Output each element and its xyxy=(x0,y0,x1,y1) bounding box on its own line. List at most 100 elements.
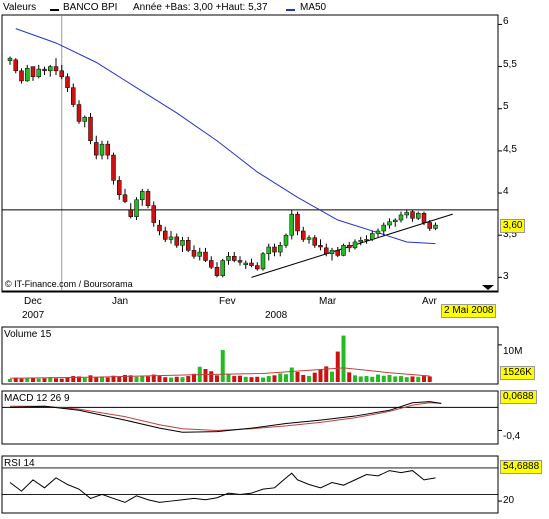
volume-bar xyxy=(399,376,403,382)
candle-body xyxy=(163,230,168,240)
candle-body xyxy=(306,237,312,240)
candle-body xyxy=(352,241,358,249)
volume-bar xyxy=(416,376,421,382)
menu-valeurs[interactable]: Valeurs xyxy=(3,2,37,13)
volume-bar xyxy=(404,377,409,382)
volume-bar xyxy=(295,371,300,382)
candle-body xyxy=(140,191,145,201)
candle-body xyxy=(364,239,369,241)
volume-title: Volume 15 xyxy=(4,329,52,340)
macd-last-badge: 0,0688 xyxy=(500,390,537,404)
macd-ytick: -0,4 xyxy=(503,431,521,442)
candle-body xyxy=(65,76,70,88)
candle-body xyxy=(53,66,59,72)
price-plot xyxy=(2,16,502,290)
rsi-last-badge: 54,6888 xyxy=(500,460,543,474)
volume-bar xyxy=(393,376,398,382)
volume-bar xyxy=(330,371,334,382)
candle-body xyxy=(289,213,294,236)
volume-bar xyxy=(335,351,340,382)
volume-bar xyxy=(381,375,386,382)
volume-bar xyxy=(238,375,242,382)
volume-bar xyxy=(88,375,93,382)
month-label: Jan xyxy=(112,296,129,307)
price-ytick: 4 xyxy=(503,186,509,197)
candle-body xyxy=(421,213,427,223)
volume-bar xyxy=(324,366,329,382)
volume-bar xyxy=(19,378,24,382)
volume-bar xyxy=(341,335,346,382)
price-ytick: 3 xyxy=(503,271,509,282)
candle-body xyxy=(226,256,231,261)
candle-body xyxy=(427,222,432,229)
volume-bar xyxy=(77,376,81,382)
price-ytick: 6 xyxy=(503,16,509,27)
volume-bar xyxy=(180,377,185,382)
candle-body xyxy=(209,260,214,268)
candle-body xyxy=(157,224,162,232)
candle-body xyxy=(324,247,329,254)
candle-body xyxy=(416,213,421,219)
volume-bar xyxy=(232,376,237,382)
month-label: Avr xyxy=(422,296,437,307)
volume-bar xyxy=(186,376,191,382)
candle-body xyxy=(255,265,260,270)
volume-bar xyxy=(255,376,260,382)
candle-body xyxy=(318,245,323,248)
candle-body xyxy=(375,230,381,234)
series-legend-swatch xyxy=(50,9,59,11)
candle-body xyxy=(19,70,24,82)
year-label: 2008 xyxy=(265,310,288,321)
candle-body xyxy=(197,251,202,257)
volume-bar xyxy=(36,378,41,382)
volume-bar xyxy=(370,376,375,382)
volume-plot xyxy=(8,335,502,382)
volume-bar xyxy=(82,377,87,382)
scroll-down-icon[interactable] xyxy=(482,285,494,290)
month-label: Fev xyxy=(219,296,236,307)
volume-panel-frame xyxy=(1,326,499,385)
volume-bar xyxy=(410,376,415,382)
volume-bar xyxy=(54,378,58,382)
rsi-line xyxy=(9,470,436,503)
candle-body xyxy=(341,245,346,256)
candle-body xyxy=(180,240,185,246)
year-stats: Année +Bas: 3,00 +Haut: 5,37 xyxy=(133,2,268,13)
candle-body xyxy=(329,250,335,254)
volume-bar xyxy=(157,376,162,382)
candle-body xyxy=(272,246,277,253)
volume-bar xyxy=(100,376,104,382)
volume-bar xyxy=(192,373,196,382)
candle-body xyxy=(283,234,289,246)
volume-bar xyxy=(146,376,150,382)
ma50-legend-label: MA50 xyxy=(300,2,327,13)
price-ytick: 4,5 xyxy=(503,144,517,155)
candle-body xyxy=(151,205,156,223)
candle-body xyxy=(266,246,271,254)
candle-body xyxy=(387,221,392,226)
candle-body xyxy=(260,253,266,270)
price-ytick: 3,5 xyxy=(503,229,517,240)
support-trendline xyxy=(251,213,453,278)
candle-body xyxy=(404,212,409,216)
candle-body xyxy=(398,214,404,221)
last-price-badge: 3,60 xyxy=(500,219,526,233)
candle-body xyxy=(71,87,76,105)
candle-body xyxy=(370,233,375,240)
candle-body xyxy=(7,57,13,61)
volume-bar xyxy=(312,372,317,382)
month-label: Dec xyxy=(24,296,42,307)
candle-body xyxy=(128,209,133,217)
ma50-legend-swatch xyxy=(286,9,295,11)
volume-bar xyxy=(427,376,432,382)
volume-bar xyxy=(123,374,127,382)
volume-bar xyxy=(134,376,139,382)
volume-bar xyxy=(128,375,133,382)
candle-body xyxy=(105,143,110,156)
volume-bar xyxy=(220,350,225,382)
candle-body xyxy=(214,266,220,276)
date-badge: 2 Mai 2008 xyxy=(441,304,497,318)
macd-line xyxy=(9,401,442,433)
volume-bar xyxy=(249,377,254,382)
volume-bar xyxy=(289,367,294,382)
